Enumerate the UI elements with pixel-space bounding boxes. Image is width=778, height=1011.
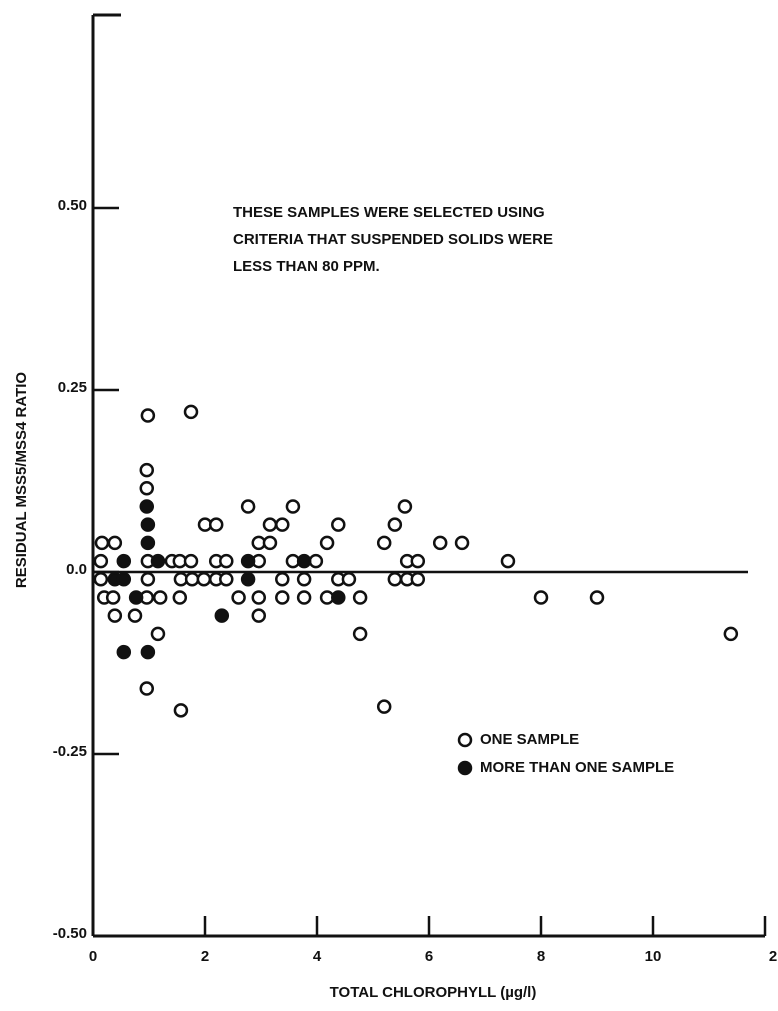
point <box>150 626 166 642</box>
x-axis-label: TOTAL CHLOROPHYLL (µg/l) <box>330 984 537 1001</box>
point <box>240 572 256 587</box>
point <box>93 553 109 569</box>
point <box>397 499 413 514</box>
point <box>140 572 156 587</box>
annotation-line: LESS THAN 80 PPM. <box>233 258 380 275</box>
point <box>94 535 110 551</box>
point <box>116 644 132 660</box>
point <box>196 572 212 587</box>
point <box>107 608 123 623</box>
point <box>251 608 267 623</box>
point <box>214 608 230 623</box>
point <box>140 644 156 660</box>
legend-marker <box>457 732 473 748</box>
x-tick-label: 10 <box>645 948 662 965</box>
point <box>139 681 155 696</box>
x-tick-label: 4 <box>313 948 322 965</box>
point <box>231 590 246 605</box>
point <box>410 553 426 569</box>
point <box>341 572 357 587</box>
legend-label: MORE THAN ONE SAMPLE <box>480 759 674 776</box>
point <box>116 553 132 569</box>
point <box>139 499 155 514</box>
point <box>387 517 403 532</box>
point <box>723 626 739 642</box>
y-tick-label: 0.25 <box>58 379 87 396</box>
point <box>183 553 199 569</box>
point <box>127 608 143 623</box>
point <box>589 590 605 605</box>
point <box>208 517 224 532</box>
point <box>376 699 392 714</box>
point <box>432 535 448 551</box>
point <box>93 572 109 587</box>
x-tick-label: 2 <box>769 948 777 965</box>
point <box>308 553 324 569</box>
x-tick-label: 6 <box>425 948 433 965</box>
point <box>140 408 156 423</box>
point <box>152 590 168 605</box>
point <box>275 590 290 605</box>
legend-label: ONE SAMPLE <box>480 731 579 748</box>
y-tick-label: 0.50 <box>58 197 87 214</box>
point <box>500 553 516 569</box>
point <box>240 553 256 569</box>
point <box>275 517 290 532</box>
y-axis-label: RESIDUAL MSS5/MSS4 RATIO <box>13 372 30 588</box>
point <box>296 590 312 605</box>
y-tick-label: -0.25 <box>53 743 87 760</box>
point <box>352 626 368 642</box>
y-tick-label: 0.0 <box>66 561 87 578</box>
annotation-line: CRITERIA THAT SUSPENDED SOLIDS WERE <box>233 231 553 248</box>
point <box>173 703 189 718</box>
point <box>352 590 368 605</box>
point <box>107 535 123 551</box>
legend-marker <box>457 760 473 776</box>
point <box>285 499 301 514</box>
point <box>150 553 166 569</box>
point <box>116 572 132 587</box>
point <box>128 590 144 605</box>
y-tick-label: -0.50 <box>53 925 87 942</box>
annotation-line: THESE SAMPLES WERE SELECTED USING <box>233 204 545 221</box>
point <box>140 535 156 551</box>
point <box>251 590 267 605</box>
point <box>331 590 346 605</box>
point <box>376 535 392 551</box>
point <box>172 590 188 605</box>
point <box>219 572 234 587</box>
point <box>387 572 403 587</box>
point <box>331 517 346 532</box>
point <box>262 517 278 532</box>
point <box>319 535 335 551</box>
point <box>296 572 312 587</box>
point <box>533 590 549 605</box>
point <box>410 572 426 587</box>
x-tick-label: 2 <box>201 948 209 965</box>
point <box>275 572 290 587</box>
point <box>240 499 256 514</box>
point <box>296 553 312 569</box>
x-tick-label: 0 <box>89 948 97 965</box>
point <box>262 535 278 551</box>
point <box>139 481 155 496</box>
point <box>183 404 199 420</box>
point <box>219 553 234 569</box>
x-tick-label: 8 <box>537 948 545 965</box>
point <box>454 535 470 551</box>
point <box>139 462 155 478</box>
point <box>184 572 200 587</box>
point <box>105 590 121 605</box>
point <box>140 517 156 532</box>
